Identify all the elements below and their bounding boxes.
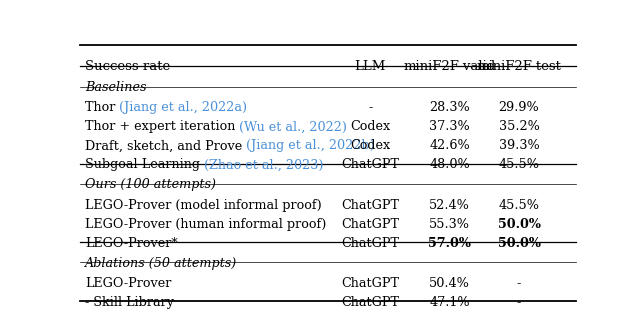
Text: Draft, sketch, and Prove: Draft, sketch, and Prove [85, 139, 246, 152]
Text: - Skill Library: - Skill Library [85, 296, 174, 309]
Text: (Wu et al., 2022): (Wu et al., 2022) [239, 120, 348, 134]
Text: 55.3%: 55.3% [429, 217, 470, 231]
Text: 42.6%: 42.6% [429, 139, 470, 152]
Text: 45.5%: 45.5% [499, 199, 540, 212]
Text: 37.3%: 37.3% [429, 120, 470, 134]
Text: 28.3%: 28.3% [429, 101, 470, 115]
Text: 52.4%: 52.4% [429, 199, 470, 212]
Text: -: - [517, 277, 521, 290]
Text: 57.0%: 57.0% [428, 236, 471, 250]
Text: -: - [517, 296, 521, 309]
Text: (Zhao et al., 2023): (Zhao et al., 2023) [204, 158, 323, 171]
Text: 45.5%: 45.5% [499, 158, 540, 171]
Text: -: - [368, 101, 372, 115]
Text: Subgoal-Learning: Subgoal-Learning [85, 158, 204, 171]
Text: Baselines: Baselines [85, 81, 147, 94]
Text: Success rate: Success rate [85, 60, 170, 73]
Text: 50.0%: 50.0% [497, 236, 540, 250]
Text: (Jiang et al., 2022a): (Jiang et al., 2022a) [119, 101, 248, 115]
Text: ChatGPT: ChatGPT [341, 158, 399, 171]
Text: 39.3%: 39.3% [499, 139, 540, 152]
Text: LEGO-Prover (model informal proof): LEGO-Prover (model informal proof) [85, 199, 322, 212]
Text: miniF2F-test: miniF2F-test [477, 60, 561, 73]
Text: 50.4%: 50.4% [429, 277, 470, 290]
Text: 50.0%: 50.0% [497, 217, 540, 231]
Text: 47.1%: 47.1% [429, 296, 470, 309]
Text: 29.9%: 29.9% [499, 101, 540, 115]
Text: ChatGPT: ChatGPT [341, 217, 399, 231]
Text: Thor: Thor [85, 101, 119, 115]
Text: ChatGPT: ChatGPT [341, 199, 399, 212]
Text: (Jiang et al., 2022b): (Jiang et al., 2022b) [246, 139, 375, 152]
Text: LEGO-Prover*: LEGO-Prover* [85, 236, 177, 250]
Text: ChatGPT: ChatGPT [341, 277, 399, 290]
Text: LLM: LLM [355, 60, 386, 73]
Text: ChatGPT: ChatGPT [341, 236, 399, 250]
Text: Codex: Codex [350, 139, 390, 152]
Text: 48.0%: 48.0% [429, 158, 470, 171]
Text: Ours (100 attempts): Ours (100 attempts) [85, 178, 216, 191]
Text: LEGO-Prover: LEGO-Prover [85, 277, 172, 290]
Text: Thor + expert iteration: Thor + expert iteration [85, 120, 239, 134]
Text: Ablations (50 attempts): Ablations (50 attempts) [85, 256, 237, 270]
Text: Codex: Codex [350, 120, 390, 134]
Text: miniF2F-valid: miniF2F-valid [403, 60, 495, 73]
Text: 35.2%: 35.2% [499, 120, 540, 134]
Text: ChatGPT: ChatGPT [341, 296, 399, 309]
Text: LEGO-Prover (human informal proof): LEGO-Prover (human informal proof) [85, 217, 326, 231]
